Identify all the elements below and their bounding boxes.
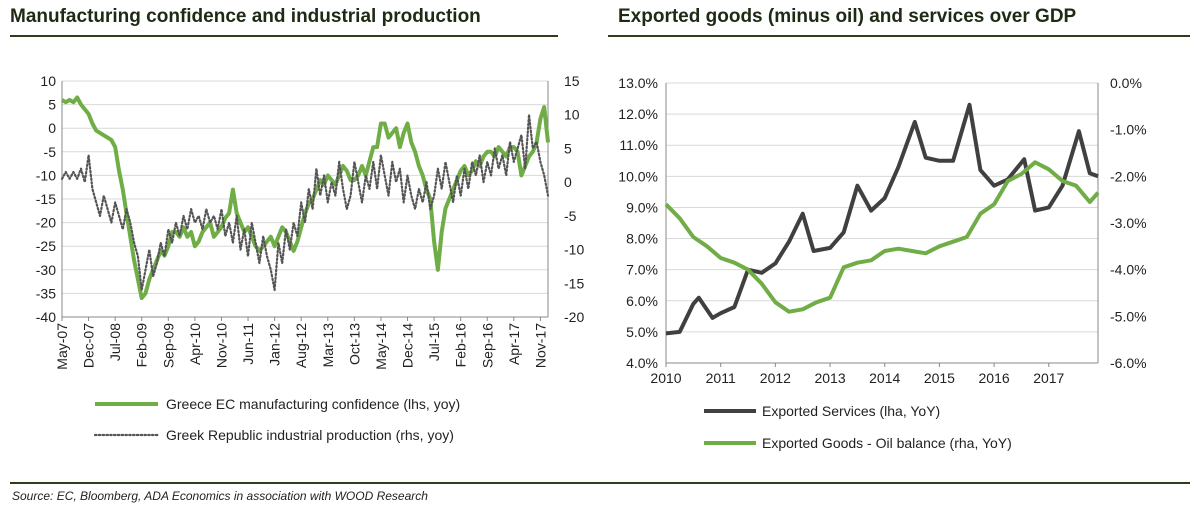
left-y-tick-label: 0: [48, 120, 56, 136]
right-y-tick-label: 5: [564, 140, 572, 156]
legend-label: Greek Republic industrial production (rh…: [166, 427, 454, 443]
x-tick-label: 2017: [1033, 370, 1064, 386]
x-tick-label: Sep-16: [479, 323, 495, 368]
exported-goods-line: [664, 160, 1100, 314]
x-tick-label: 2015: [924, 370, 955, 386]
left-y-tick-label: 5: [48, 97, 56, 113]
x-tick-label: Oct-13: [346, 323, 362, 365]
x-tick-label: Feb-16: [453, 323, 469, 368]
industrial-production-line: [60, 113, 550, 292]
right-title-rule: [608, 35, 1190, 37]
right-y-tick-label: -15: [564, 275, 584, 291]
x-tick-label: 2013: [814, 370, 845, 386]
left-y-tick-label: -25: [36, 238, 56, 254]
x-tick-label: 2014: [869, 370, 900, 386]
x-tick-label: Apr-17: [506, 323, 522, 365]
exports-chart: 13.0% 12.0% 11.0% 10.0% 9.0% 8.0% 7.0% 6.0% 5.0%…: [618, 75, 1147, 451]
left-y-tick-label: 4.0%: [626, 355, 658, 371]
x-tick-label: 2012: [760, 370, 791, 386]
left-y-tick-label: -10: [36, 167, 56, 183]
manufacturing-chart: 10 5 0 -5 -10 -15 -20 -25 -30 -35 -40 15 10 5 0 -5 -10 -1…: [36, 73, 585, 443]
x-tick-label: Mar-13: [320, 323, 336, 368]
right-y-tick-label: 0: [564, 174, 572, 190]
right-y-tick-label: 10: [564, 107, 580, 123]
left-y-tick-label: -30: [36, 262, 56, 278]
right-y-tick-label: -1.0%: [1110, 122, 1147, 138]
source-note: Source: EC, Bloomberg, ADA Economics in …: [12, 489, 428, 503]
exported-services-line: [665, 102, 1099, 336]
left-y-tick-label: 5.0%: [626, 324, 658, 340]
x-tick-label: 2010: [650, 370, 681, 386]
left-y-tick-label: 7.0%: [626, 262, 658, 278]
legend-label: Greece EC manufacturing confidence (lhs,…: [166, 396, 460, 412]
left-y-tick-label: 6.0%: [626, 293, 658, 309]
x-tick-label: Dec-07: [81, 323, 97, 368]
legend-label: Exported Goods - Oil balance (rha, YoY): [762, 435, 1012, 451]
left-y-tick-label: 10: [40, 73, 56, 89]
x-tick-label: Aug-12: [293, 323, 309, 368]
left-y-tick-label: 10.0%: [618, 168, 658, 184]
x-tick-label: Sep-09: [160, 323, 176, 368]
left-y-tick-label: 12.0%: [618, 106, 658, 122]
left-y-tick-label: 9.0%: [626, 199, 658, 215]
footer-rule: [10, 482, 1190, 484]
right-y-tick-label: -20: [564, 309, 584, 325]
right-y-tick-label: -5.0%: [1110, 308, 1147, 324]
x-tick-label: Nov-10: [213, 323, 229, 368]
left-y-tick-label: -40: [36, 309, 56, 325]
x-tick-label: Jul-08: [107, 323, 123, 361]
left-y-tick-label: -35: [36, 285, 56, 301]
x-tick-label: Dec-14: [400, 323, 416, 368]
x-tick-label: Apr-10: [187, 323, 203, 365]
x-tick-label: May-14: [373, 323, 389, 370]
right-y-tick-label: -3.0%: [1110, 215, 1147, 231]
left-title-rule: [10, 35, 558, 37]
left-y-tick-label: 11.0%: [619, 137, 658, 153]
x-tick-label: Jan-12: [267, 323, 283, 366]
x-tick-label: Jul-15: [426, 323, 442, 361]
right-y-tick-label: -5: [564, 208, 577, 224]
left-chart-title: Manufacturing confidence and industrial …: [10, 6, 481, 27]
left-y-tick-label: -5: [44, 144, 57, 160]
x-tick-label: Feb-09: [134, 323, 150, 368]
right-y-tick-label: -6.0%: [1110, 355, 1147, 371]
legend-label: Exported Services (lha, YoY): [762, 403, 940, 419]
x-tick-label: 2016: [979, 370, 1010, 386]
x-tick-label: Nov-17: [532, 323, 548, 368]
left-y-tick-label: 8.0%: [626, 231, 658, 247]
right-y-tick-label: 15: [564, 73, 580, 89]
right-y-tick-label: -4.0%: [1110, 262, 1147, 278]
right-y-tick-label: -2.0%: [1110, 168, 1147, 184]
left-y-tick-label: -20: [36, 215, 56, 231]
left-y-tick-label: -15: [36, 191, 56, 207]
right-y-tick-label: 0.0%: [1110, 75, 1142, 91]
x-tick-label: May-07: [54, 323, 70, 370]
left-y-tick-label: 13.0%: [618, 75, 658, 91]
x-tick-label: Jun-11: [240, 323, 256, 365]
x-tick-label: 2011: [706, 370, 736, 386]
right-chart-title: Exported goods (minus oil) and services …: [618, 6, 1077, 27]
right-y-tick-label: -10: [564, 242, 584, 258]
